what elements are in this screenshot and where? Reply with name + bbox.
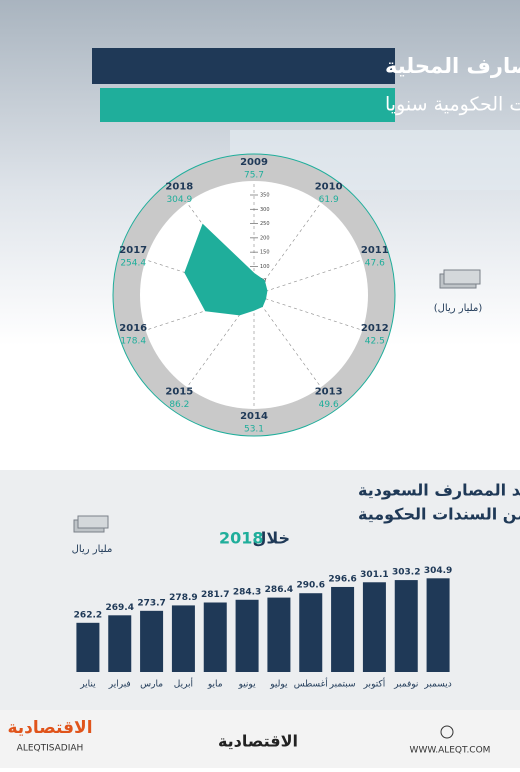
x-tick-label: فبراير [108, 680, 131, 690]
value-label: 290.6 [297, 581, 325, 591]
category-label: 2017 [119, 245, 147, 256]
bar [140, 610, 164, 672]
spoke [253, 260, 361, 296]
r-tick-label: 150 [260, 250, 270, 256]
value-label: 296.6 [328, 574, 356, 584]
footer-logo: الاقتصادية [7, 718, 92, 738]
bar [108, 615, 132, 672]
category-label: 2010 [315, 181, 343, 192]
bar [267, 597, 291, 672]
bar [171, 605, 195, 672]
value-label: 75.7 [244, 171, 264, 181]
bar [362, 582, 386, 672]
value-label: 262.2 [74, 610, 102, 620]
x-tick-label: مارس [140, 680, 163, 690]
money-icon [73, 269, 481, 533]
x-tick-label: أبريل [174, 678, 193, 690]
x-tick-label: سبتمبر [329, 680, 356, 690]
value-label: 269.4 [106, 603, 134, 613]
value-label: 301.1 [360, 570, 388, 580]
x-tick-label: أغسطس [294, 678, 328, 690]
value-label: 53.1 [244, 425, 264, 435]
x-tick-label: يوليو [269, 680, 288, 690]
r-tick-label: 300 [260, 207, 270, 213]
value-label: 254.4 [120, 258, 146, 268]
x-tick-label: ديسمبر [423, 680, 451, 690]
category-label: 2015 [165, 387, 193, 398]
unit-label: (مليار ريال) [434, 303, 483, 314]
bar [235, 599, 259, 672]
bar-title-prefix: خلال [252, 529, 290, 548]
x-tick-label: يناير [79, 680, 96, 690]
bar [394, 580, 418, 672]
r-tick-label: 350 [260, 193, 270, 199]
title-box [92, 48, 395, 84]
value-label: 86.2 [169, 400, 189, 410]
value-label: 47.6 [365, 258, 385, 268]
footer-site: WWW.ALEQT.COM [410, 746, 491, 756]
category-label: 2018 [165, 181, 193, 192]
value-label: 303.2 [392, 568, 420, 578]
radar-area [184, 223, 268, 316]
value-label: 42.5 [365, 337, 385, 347]
subtitle-box [100, 88, 395, 122]
category-label: 2014 [240, 411, 268, 422]
r-tick-label: 200 [260, 235, 270, 241]
bar [203, 602, 227, 672]
value-label: 178.4 [120, 337, 146, 347]
x-tick-label: نوفمبر [393, 680, 418, 690]
footer [0, 710, 520, 768]
footer-icon [440, 725, 454, 739]
category-label: 2011 [361, 245, 389, 256]
category-label: 2009 [240, 157, 268, 168]
value-label: 273.7 [137, 598, 165, 608]
footer-center: الاقتصادية [218, 732, 298, 751]
value-label: 49.6 [319, 400, 339, 410]
r-tick-label: 250 [260, 221, 270, 227]
x-tick-label: أكتوبر [363, 678, 386, 690]
spoke [253, 294, 361, 330]
category-label: 2012 [361, 323, 389, 334]
spoke [253, 204, 321, 296]
bar-title: رصيد المصارف السعودية [358, 481, 520, 500]
bar [426, 578, 450, 672]
x-tick-label: مايو [207, 680, 223, 690]
bar-title-year: 2018 [219, 529, 264, 548]
value-label: 278.9 [169, 593, 197, 603]
value-label: 286.4 [265, 585, 293, 595]
x-tick-label: يونيو [238, 680, 257, 690]
unit-label: مليار ريال [72, 544, 113, 555]
value-label: 61.9 [319, 195, 339, 205]
spoke [253, 294, 321, 386]
footer-brand: ALEQTISADIAH [17, 744, 84, 754]
r-tick-label: 100 [260, 264, 270, 270]
bar [76, 622, 100, 672]
subtitle: في السندات الحكومية سنويا [385, 94, 520, 116]
bar-title: من السندات الحكومية [358, 505, 520, 524]
category-label: 2013 [315, 387, 343, 398]
value-label: 304.9 [424, 566, 452, 576]
bar [299, 593, 323, 672]
title: استثمارات المصارف المحلية [385, 54, 520, 78]
value-label: 304.9 [166, 195, 192, 205]
value-label: 284.3 [233, 587, 261, 597]
category-label: 2016 [119, 323, 147, 334]
value-label: 281.7 [201, 590, 229, 600]
bar [331, 586, 355, 672]
